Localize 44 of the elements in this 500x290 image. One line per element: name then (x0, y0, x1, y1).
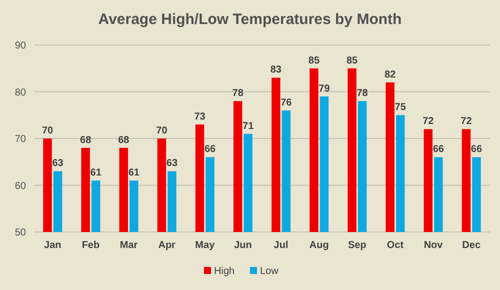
data-label: 66 (432, 144, 444, 156)
data-label: 72 (422, 116, 434, 128)
data-label: 83 (270, 64, 282, 76)
x-tick-label: Jul (274, 240, 288, 251)
data-label: 72 (460, 116, 472, 128)
data-label: 70 (156, 126, 168, 136)
data-label: 85 (308, 55, 320, 66)
legend-label: High (214, 266, 235, 277)
x-tick-label: Mar (120, 240, 138, 251)
x-tick-label: Jan (44, 240, 62, 251)
y-tick-label: 50 (14, 228, 26, 238)
data-label: 66 (470, 144, 482, 156)
x-tick-label: Oct (386, 240, 404, 251)
x-tick-label: Jun (234, 240, 252, 251)
data-label: 61 (90, 168, 102, 179)
data-label: 71 (242, 120, 254, 132)
x-tick-label: Apr (158, 240, 176, 251)
legend-label: Low (260, 266, 280, 277)
data-label: 68 (80, 134, 92, 146)
x-tick-label: Feb (82, 240, 100, 251)
x-tick-label: Nov (424, 240, 444, 251)
y-tick-label: 90 (14, 40, 26, 52)
data-label: 76 (280, 97, 292, 108)
data-label: 66 (204, 144, 216, 156)
data-label: 68 (118, 134, 130, 146)
x-tick-label: Aug (309, 240, 329, 251)
data-label: 73 (194, 111, 206, 122)
data-label: 70 (42, 126, 54, 136)
data-label: 61 (128, 168, 140, 179)
data-label: 78 (232, 88, 244, 100)
data-label: 63 (52, 158, 64, 170)
x-tick-label: Sep (348, 240, 366, 251)
x-tick-label: May (195, 240, 216, 251)
y-tick-label: 70 (14, 134, 26, 145)
data-label: 75 (394, 102, 406, 114)
y-tick-label: 80 (14, 87, 26, 98)
chart-title: Average High/Low Temperatures by Month (98, 11, 402, 28)
data-label: 63 (166, 158, 178, 170)
data-label: 79 (318, 83, 330, 94)
data-label: 82 (384, 69, 396, 80)
data-label: 78 (356, 88, 368, 100)
x-tick-label: Dec (462, 240, 481, 251)
y-tick-label: 60 (14, 180, 26, 192)
data-label: 85 (346, 55, 358, 66)
